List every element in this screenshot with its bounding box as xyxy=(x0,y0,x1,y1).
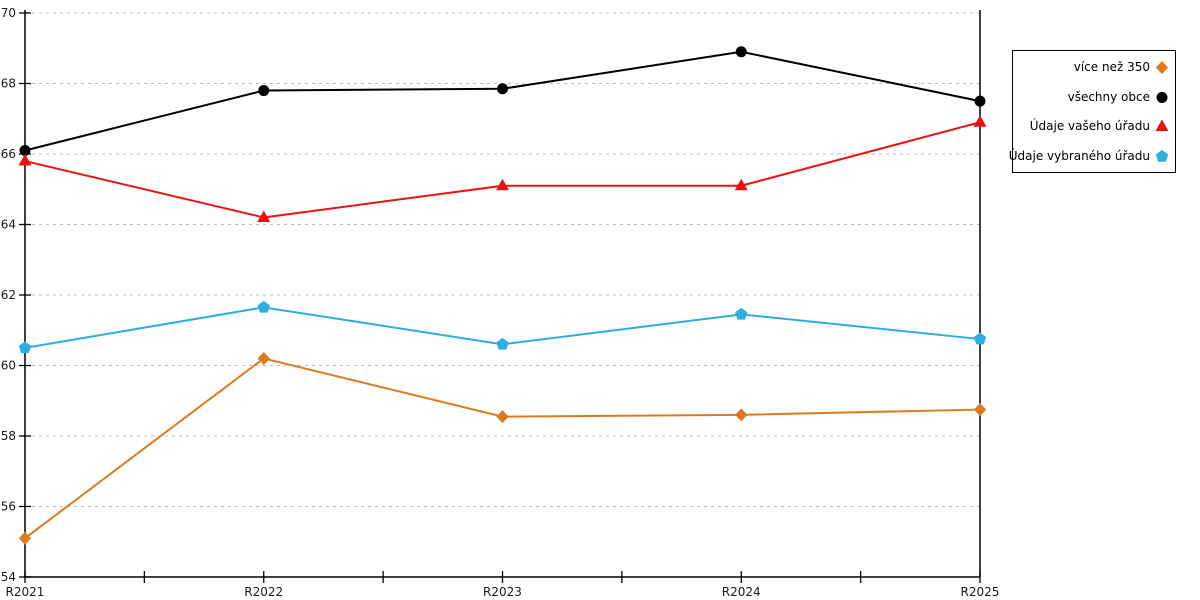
y-tick-label: 54 xyxy=(1,570,16,584)
y-axis-ticks: 54 56 58 60 62 64 66 68 70 xyxy=(1,6,31,584)
y-tick-label: 66 xyxy=(1,147,16,161)
y-tick-label: 62 xyxy=(1,288,16,302)
legend-label: všechny obce xyxy=(1067,89,1150,104)
x-tick-label: R2025 xyxy=(961,585,1000,599)
legend-item: více než 350 xyxy=(1013,53,1175,81)
y-tick-label: 64 xyxy=(1,218,16,232)
series-triangle-up xyxy=(18,115,987,222)
diamond-marker-icon xyxy=(1155,60,1169,74)
y-tick-label: 60 xyxy=(1,359,16,373)
series-pentagon xyxy=(18,300,987,354)
axes xyxy=(24,10,981,578)
triangle-marker-icon xyxy=(1155,119,1169,132)
x-tick-label: R2024 xyxy=(722,585,761,599)
y-tick-label: 68 xyxy=(1,77,16,91)
x-tick-label: R2023 xyxy=(483,585,522,599)
chart-legend: více než 350 všechny obce Údaje vašeho ú… xyxy=(1009,50,1176,173)
legend-label: Údaje vašeho úřadu xyxy=(1029,119,1150,134)
x-tick-label: R2022 xyxy=(244,585,283,599)
y-tick-label: 56 xyxy=(1,500,16,514)
legend-item: Údaje vybraného úřadu xyxy=(1009,142,1175,170)
circle-marker-icon xyxy=(1156,91,1168,103)
legend-label: více než 350 xyxy=(1073,59,1150,74)
x-axis-ticks: R2021 R2022 R2023 R2024 R2025 xyxy=(6,571,1000,599)
y-tick-label: 58 xyxy=(1,429,16,443)
legend-label: Údaje vybraného úřadu xyxy=(1008,149,1150,164)
series-diamond xyxy=(18,351,987,545)
pentagon-marker-icon xyxy=(1155,150,1169,162)
series-circle xyxy=(19,46,986,156)
legend-item: Údaje vašeho úřadu xyxy=(1013,112,1175,140)
y-tick-label: 70 xyxy=(1,6,16,20)
x-tick-label: R2021 xyxy=(6,585,45,599)
legend-item: všechny obce xyxy=(1013,83,1175,111)
